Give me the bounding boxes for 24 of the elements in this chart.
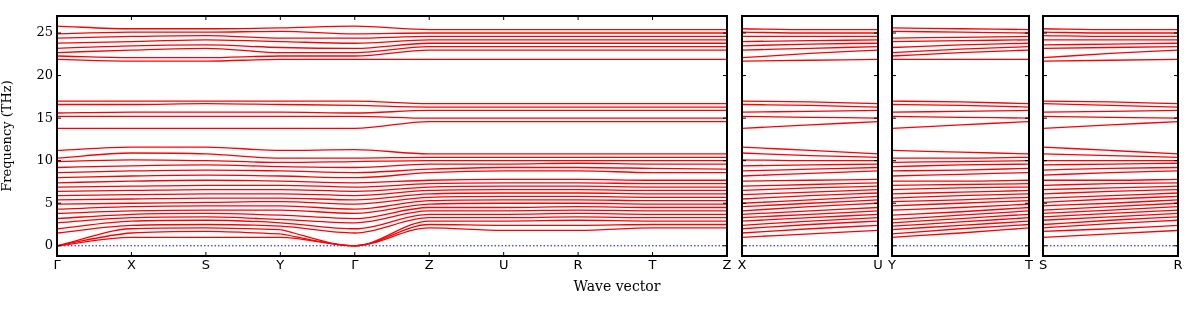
y-tick-label: 20 xyxy=(36,66,53,82)
x-tick-label: Γ xyxy=(53,257,62,273)
y-tick-label: 0 xyxy=(44,237,53,253)
y-tick-label: 5 xyxy=(44,194,53,210)
x-tick-label: R xyxy=(573,257,583,273)
x-tick-label: T xyxy=(1024,257,1034,273)
y-tick-label: 10 xyxy=(36,152,53,168)
x-tick-label: S xyxy=(201,257,211,273)
x-tick-label: X xyxy=(126,257,136,273)
x-tick-label: Γ xyxy=(351,257,360,273)
x-tick-label: U xyxy=(873,257,883,273)
x-tick-label: S xyxy=(1038,257,1048,273)
x-tick-label: Y xyxy=(275,257,285,273)
x-tick-label: Z xyxy=(722,257,732,273)
x-tick-label: T xyxy=(647,257,657,273)
x-tick-label: Z xyxy=(424,257,434,273)
x-axis-title: Wave vector xyxy=(573,278,661,294)
y-tick-label: 25 xyxy=(36,24,53,40)
y-tick-label: 15 xyxy=(36,109,53,125)
x-tick-label: Y xyxy=(887,257,897,273)
x-tick-label: R xyxy=(1173,257,1183,273)
y-axis-title: Frequency (THz) xyxy=(0,80,15,192)
x-tick-label: X xyxy=(737,257,747,273)
x-tick-label: U xyxy=(498,257,509,273)
